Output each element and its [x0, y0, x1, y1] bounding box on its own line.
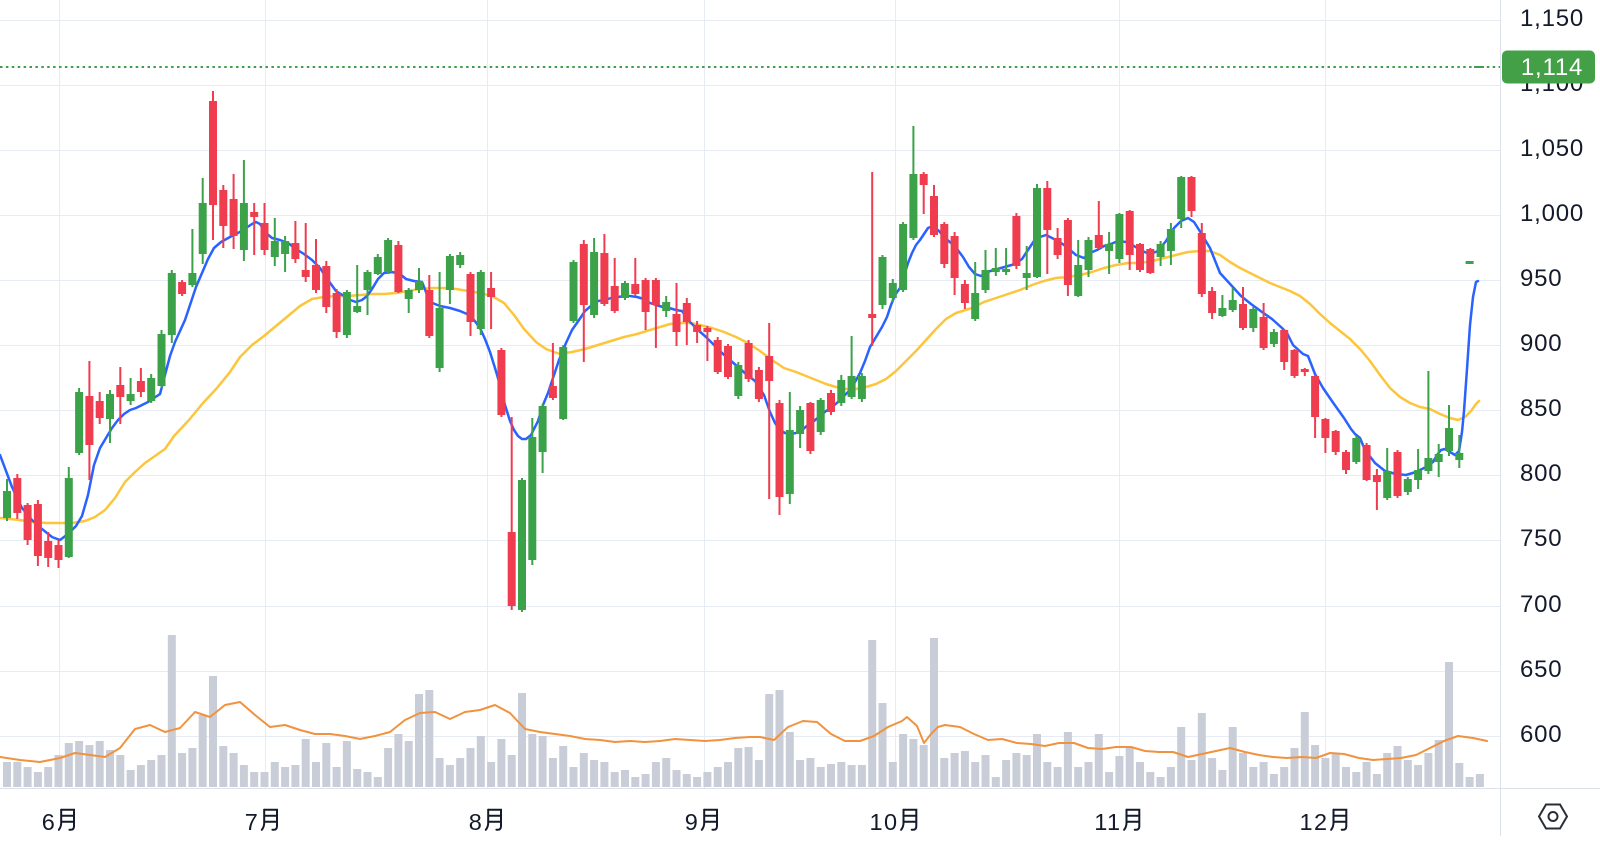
svg-text:650: 650	[1520, 656, 1562, 683]
svg-text:10: 10	[869, 809, 898, 835]
svg-text:1,050: 1,050	[1520, 135, 1584, 162]
svg-text:600: 600	[1520, 721, 1562, 748]
svg-text:1,150: 1,150	[1520, 5, 1584, 32]
svg-text:950: 950	[1520, 265, 1562, 292]
svg-text:8: 8	[469, 809, 484, 835]
svg-text:850: 850	[1520, 395, 1562, 422]
svg-text:800: 800	[1520, 460, 1562, 487]
svg-text:1,114: 1,114	[1521, 54, 1583, 81]
svg-text:9: 9	[685, 809, 700, 835]
svg-text:900: 900	[1520, 330, 1562, 357]
svg-text:7: 7	[245, 809, 260, 835]
svg-text:11: 11	[1094, 809, 1121, 835]
svg-text:12: 12	[1299, 809, 1328, 835]
svg-text:6: 6	[42, 809, 57, 835]
svg-text:750: 750	[1520, 525, 1562, 552]
svg-text:1,000: 1,000	[1520, 200, 1584, 227]
svg-text:700: 700	[1520, 591, 1562, 618]
